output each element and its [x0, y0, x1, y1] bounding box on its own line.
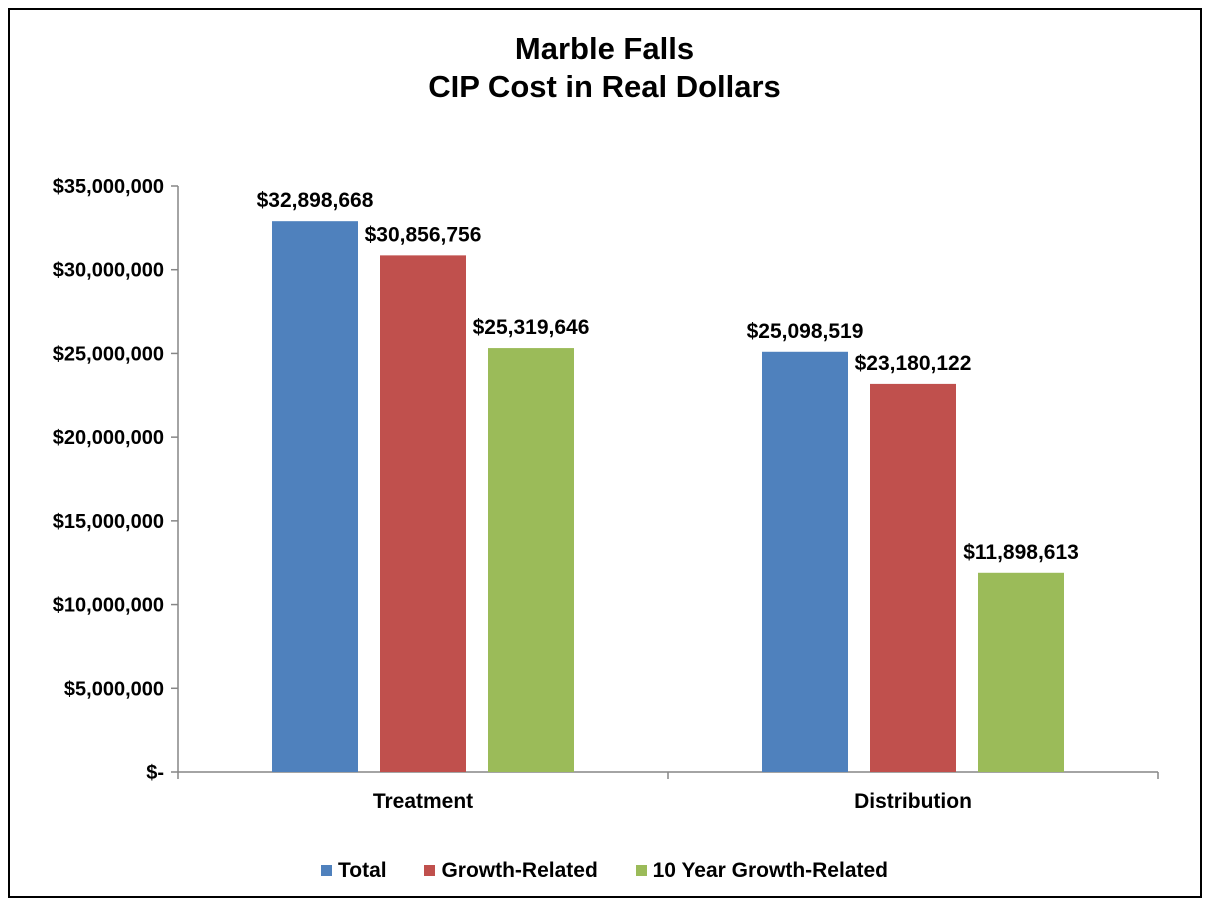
data-label: $25,319,646: [473, 316, 590, 339]
data-label: $30,856,756: [365, 223, 482, 246]
y-tick-label: $20,000,000: [53, 427, 164, 449]
bar: [380, 255, 466, 772]
bar: [870, 383, 956, 772]
chart-title-line-2: CIP Cost in Real Dollars: [428, 68, 781, 104]
legend-swatch-growth-related: [424, 865, 436, 876]
legend-label-total: Total: [337, 858, 387, 882]
legend-item-10-year-growth-related: 10 Year Growth-Related: [635, 858, 888, 883]
data-label: $25,098,519: [747, 320, 864, 343]
y-tick-label: $-: [146, 762, 164, 784]
legend: Total Growth-Related 10 Year Growth-Rela…: [0, 858, 1209, 883]
y-tick-label: $25,000,000: [53, 343, 164, 365]
legend-item-total: Total: [320, 858, 387, 883]
y-tick-label: $30,000,000: [53, 260, 164, 282]
y-tick-label: $5,000,000: [64, 678, 164, 700]
legend-label-growth-related: Growth-Related: [441, 858, 598, 882]
x-category-label: Distribution: [854, 790, 972, 813]
x-category-label: Treatment: [373, 790, 473, 813]
bar: [762, 351, 848, 772]
bar: [272, 221, 358, 772]
bar: [488, 348, 574, 772]
y-tick-label: $35,000,000: [53, 176, 164, 198]
legend-label-10-year-growth-related: 10 Year Growth-Related: [652, 858, 888, 882]
legend-swatch-total: [320, 865, 332, 876]
y-tick-label: $15,000,000: [53, 511, 164, 533]
data-label: $11,898,613: [963, 541, 1079, 564]
legend-swatch-10-year-growth-related: [635, 865, 647, 876]
bar: [978, 572, 1064, 772]
chart-title: Marble Falls CIP Cost in Real Dollars: [0, 30, 1209, 106]
legend-item-growth-related: Growth-Related: [424, 858, 598, 883]
data-label: $32,898,668: [257, 189, 374, 212]
chart-title-line-1: Marble Falls: [514, 31, 695, 66]
y-tick-label: $10,000,000: [53, 595, 164, 617]
data-label: $23,180,122: [855, 352, 972, 375]
